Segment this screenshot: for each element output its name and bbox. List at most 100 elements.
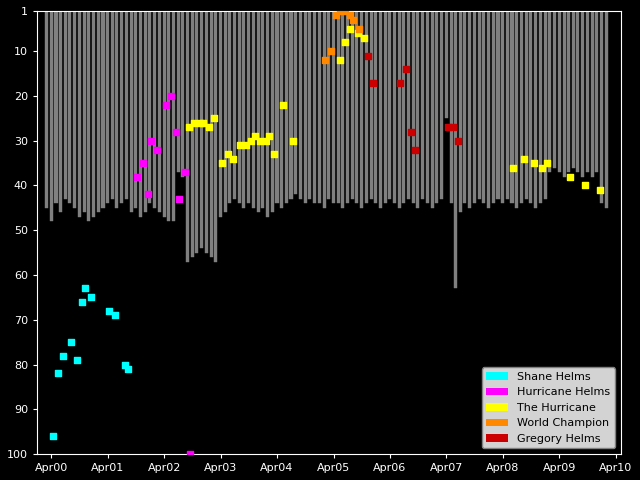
Point — [269, 150, 280, 158]
Point — [209, 115, 219, 122]
Bar — [97, 6, 100, 212]
Bar — [50, 6, 52, 221]
Bar — [153, 6, 156, 208]
Point — [109, 312, 120, 319]
Point — [204, 123, 214, 131]
Bar — [158, 6, 161, 212]
Bar — [275, 6, 278, 204]
Bar — [303, 6, 307, 204]
Bar — [271, 6, 274, 212]
Bar — [426, 6, 429, 204]
Point — [186, 450, 196, 458]
Point — [348, 16, 358, 24]
Bar — [280, 6, 284, 208]
Bar — [261, 6, 264, 208]
Bar — [219, 6, 222, 217]
Bar — [534, 6, 537, 208]
Point — [278, 101, 288, 109]
Bar — [515, 6, 518, 208]
Bar — [186, 6, 189, 262]
Bar — [421, 6, 424, 199]
Bar — [308, 6, 312, 199]
Bar — [115, 6, 118, 208]
Bar — [83, 6, 86, 212]
Bar — [417, 6, 419, 208]
Point — [195, 119, 205, 127]
Bar — [120, 6, 124, 204]
Bar — [567, 6, 570, 172]
Point — [443, 123, 453, 131]
Bar — [558, 6, 561, 172]
Bar — [492, 6, 495, 204]
Bar — [168, 6, 170, 221]
Bar — [468, 6, 471, 208]
Point — [180, 168, 190, 176]
Bar — [501, 6, 504, 204]
Bar — [243, 6, 246, 208]
Bar — [576, 6, 579, 172]
Bar — [129, 6, 132, 212]
Point — [161, 101, 171, 109]
Bar — [266, 6, 269, 217]
Point — [335, 56, 345, 64]
Point — [580, 181, 590, 189]
Point — [354, 25, 364, 33]
Point — [77, 298, 88, 306]
Point — [321, 56, 331, 64]
Bar — [497, 6, 499, 199]
Bar — [64, 6, 67, 199]
Point — [326, 48, 336, 55]
Bar — [101, 6, 104, 208]
Point — [340, 38, 350, 46]
Bar — [511, 6, 513, 204]
Point — [453, 137, 463, 144]
Bar — [214, 6, 218, 262]
Bar — [294, 6, 297, 194]
Bar — [346, 6, 349, 204]
Bar — [327, 6, 330, 199]
Bar — [379, 6, 382, 208]
Point — [264, 132, 274, 140]
Point — [81, 285, 91, 292]
Point — [66, 338, 76, 346]
Point — [217, 159, 227, 167]
Bar — [177, 6, 180, 172]
Point — [340, 7, 350, 15]
Bar — [205, 6, 208, 252]
Point — [332, 12, 342, 19]
Bar — [125, 6, 128, 199]
Point — [246, 137, 257, 144]
Point — [198, 119, 208, 127]
Point — [335, 7, 345, 15]
Point — [53, 370, 63, 377]
Point — [236, 142, 246, 149]
Point — [564, 173, 575, 180]
Bar — [148, 6, 152, 204]
Bar — [393, 6, 396, 204]
Point — [396, 79, 406, 86]
Bar — [374, 6, 377, 204]
Bar — [318, 6, 321, 204]
Bar — [195, 6, 198, 252]
Bar — [449, 6, 452, 204]
Bar — [463, 6, 467, 204]
Bar — [224, 6, 227, 212]
Bar — [111, 6, 114, 199]
Point — [146, 137, 156, 144]
Bar — [595, 6, 598, 172]
Bar — [337, 6, 340, 204]
Bar — [572, 6, 575, 168]
Bar — [529, 6, 532, 204]
Point — [47, 432, 58, 440]
Point — [138, 159, 148, 167]
Bar — [59, 6, 62, 212]
Point — [368, 79, 378, 86]
Point — [529, 159, 539, 167]
Point — [410, 146, 420, 154]
Point — [143, 191, 154, 198]
Bar — [487, 6, 490, 208]
Bar — [73, 6, 76, 208]
Bar — [351, 6, 354, 199]
Bar — [431, 6, 434, 208]
Bar — [68, 6, 72, 204]
